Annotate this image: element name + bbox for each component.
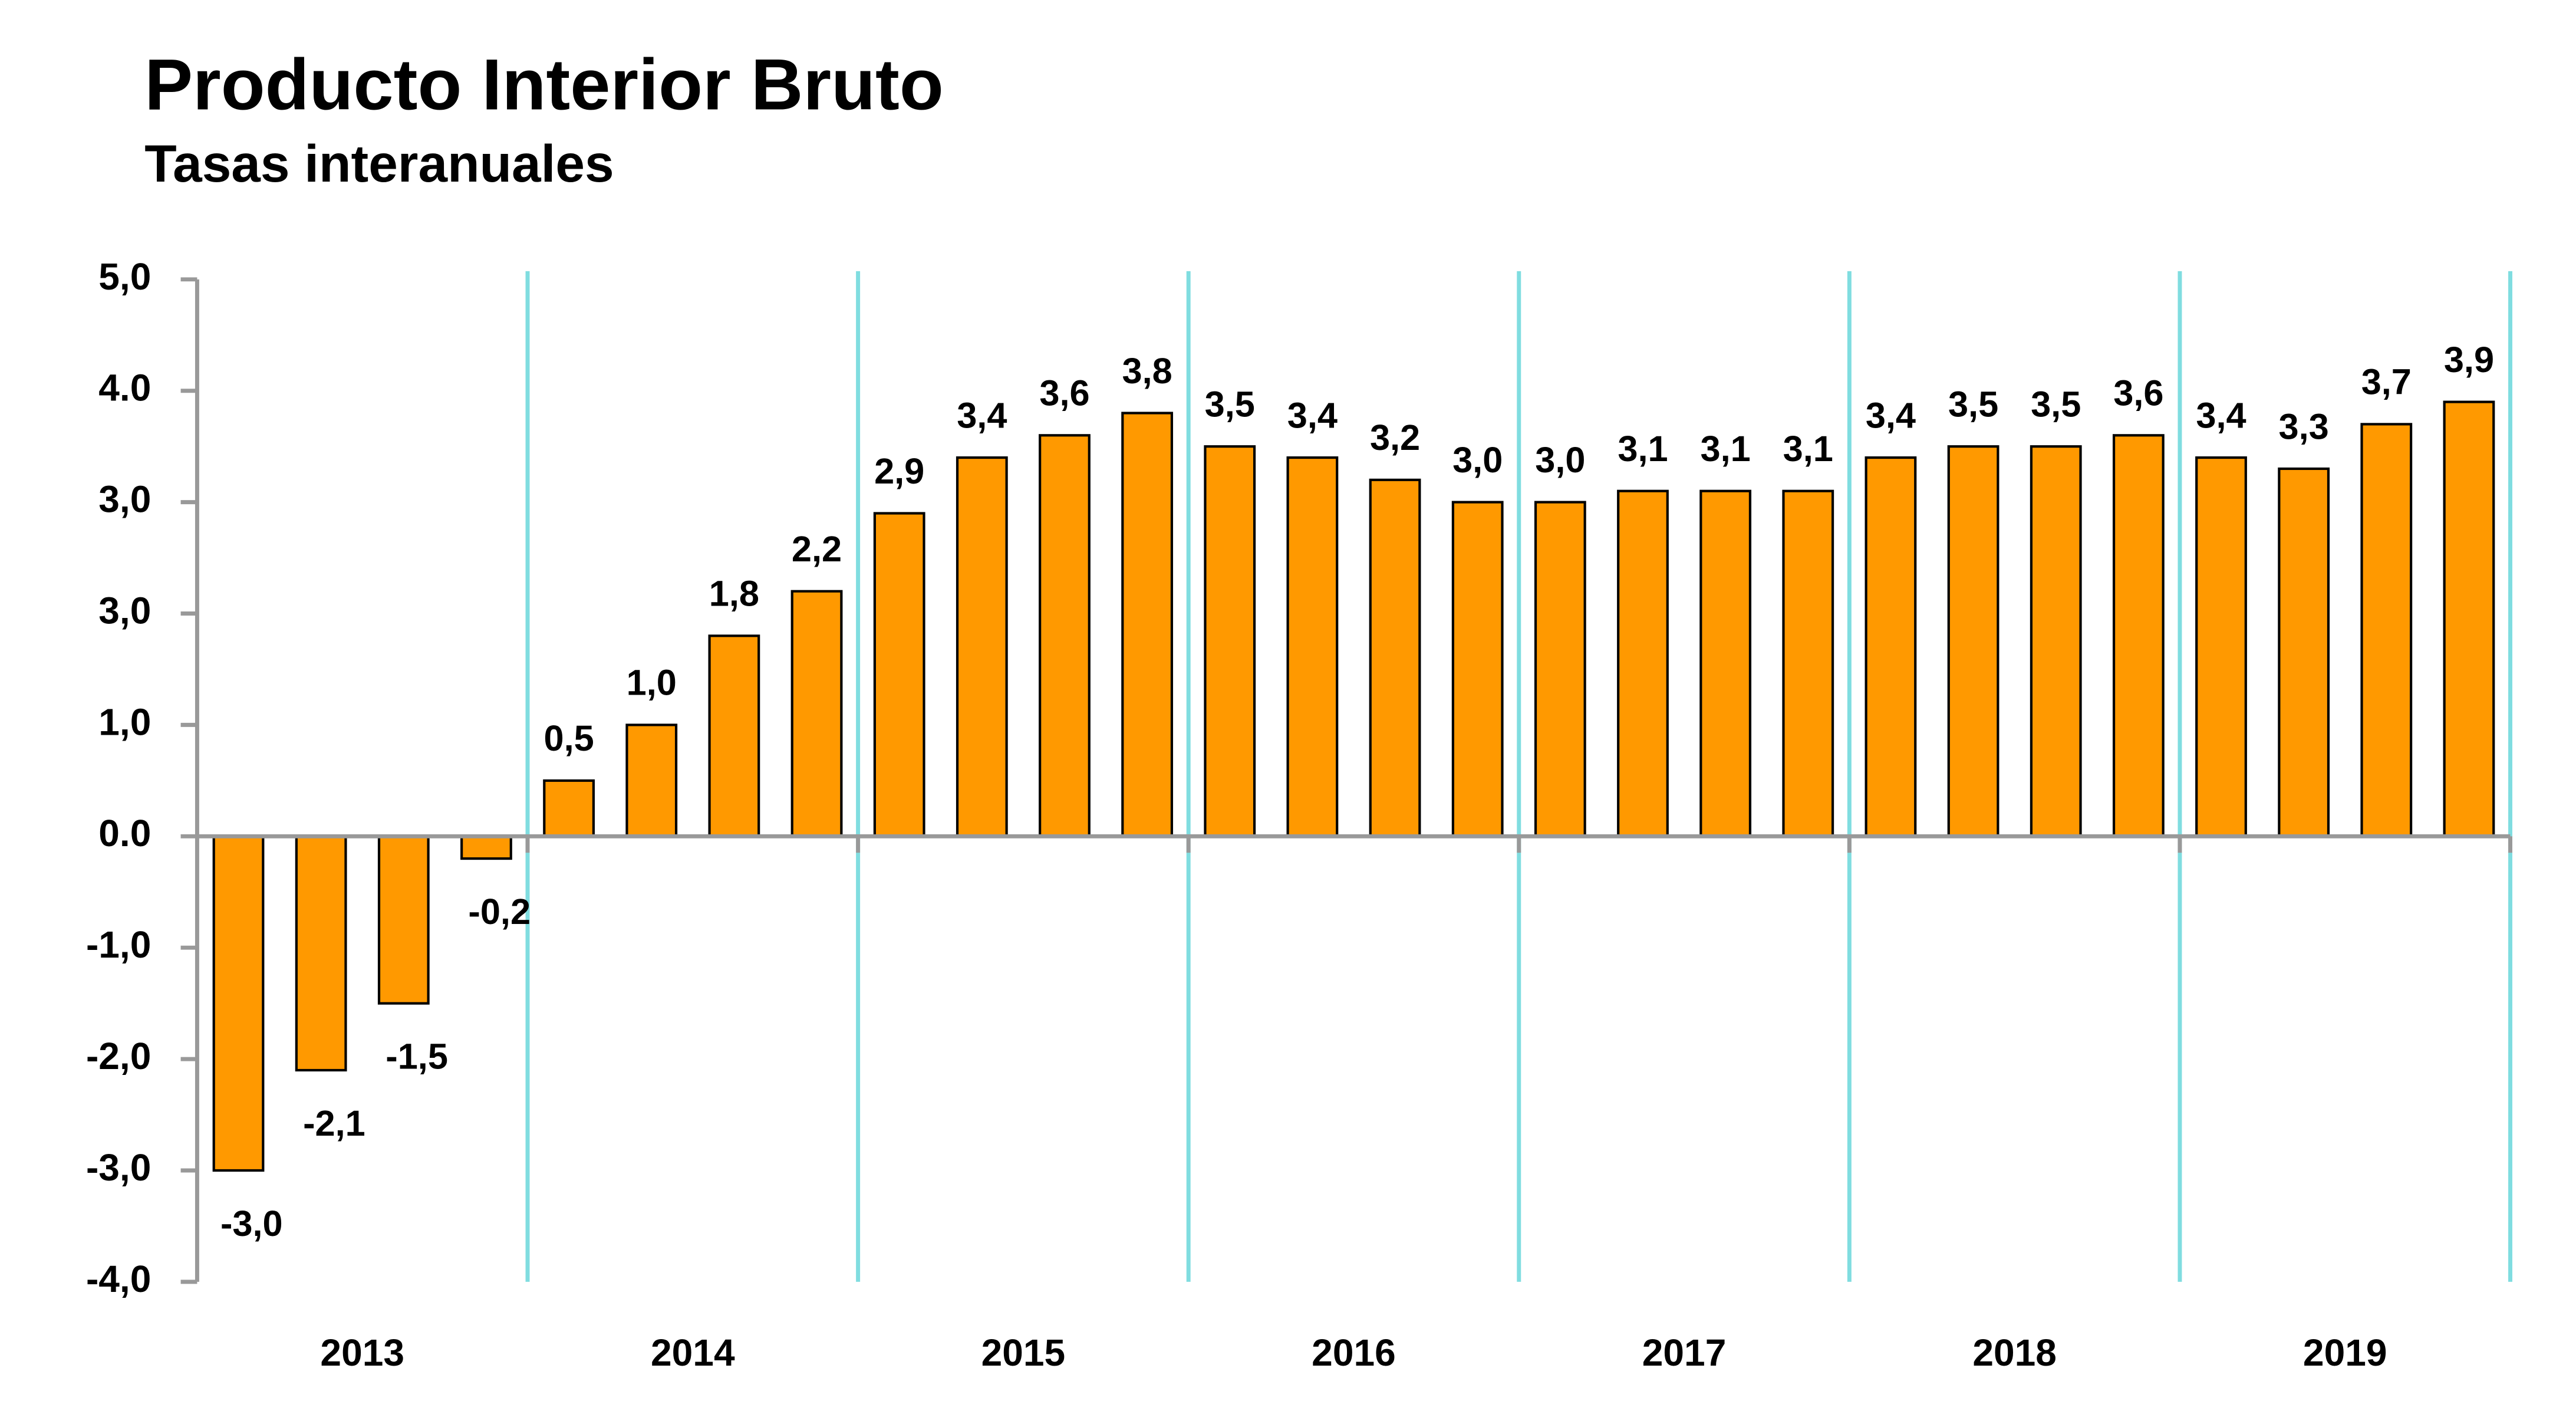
x-group-label: 2014 bbox=[651, 1331, 735, 1374]
value-label: 2,2 bbox=[792, 528, 842, 569]
value-label: 3,3 bbox=[2279, 406, 2329, 446]
bar bbox=[625, 723, 678, 838]
bar bbox=[377, 835, 430, 1005]
value-label: 3,4 bbox=[1287, 394, 1338, 435]
bar bbox=[460, 835, 512, 860]
y-tick-label: 4.0 bbox=[98, 367, 151, 409]
y-tick-label: 3,0 bbox=[98, 478, 151, 521]
bar bbox=[1204, 445, 1256, 838]
bar bbox=[1617, 489, 1669, 838]
bar bbox=[1451, 501, 1504, 838]
x-group-label: 2019 bbox=[2303, 1331, 2387, 1374]
value-label: 3,6 bbox=[2113, 373, 2163, 413]
value-label: 3,4 bbox=[957, 394, 1007, 435]
bar bbox=[708, 634, 760, 838]
value-label: -2,1 bbox=[303, 1103, 365, 1143]
value-label: 3,2 bbox=[1370, 417, 1420, 458]
bar bbox=[2112, 434, 2165, 838]
value-label: 1,0 bbox=[627, 662, 677, 703]
y-tick-label: 1,0 bbox=[98, 701, 151, 743]
bar bbox=[790, 590, 843, 838]
bar bbox=[956, 456, 1008, 838]
value-label: -3,0 bbox=[220, 1203, 283, 1244]
y-tick-label: 3,0 bbox=[98, 589, 151, 632]
bar bbox=[1369, 478, 1421, 838]
bar bbox=[543, 779, 595, 838]
x-group-label: 2018 bbox=[1972, 1331, 2057, 1374]
bar bbox=[1699, 489, 1752, 838]
value-label: 3,5 bbox=[2031, 383, 2081, 424]
y-tick-label: 0.0 bbox=[98, 812, 151, 854]
chart-subtitle: Tasas interanuales bbox=[144, 134, 614, 193]
value-label: 1,8 bbox=[709, 573, 759, 614]
value-label: 3,5 bbox=[1205, 383, 1255, 424]
value-label: 3,7 bbox=[2361, 361, 2412, 402]
value-label: 3,1 bbox=[1618, 428, 1668, 469]
bar bbox=[2360, 423, 2413, 838]
value-label: 3,5 bbox=[1948, 383, 1998, 424]
value-label: 3,6 bbox=[1039, 373, 1089, 413]
x-group-label: 2015 bbox=[981, 1331, 1066, 1374]
bar bbox=[2278, 467, 2330, 838]
x-group-label: 2013 bbox=[320, 1331, 404, 1374]
y-tick-label: -1,0 bbox=[86, 923, 151, 966]
value-label: 3,8 bbox=[1122, 350, 1172, 391]
bar bbox=[1782, 489, 1834, 838]
value-label: 3,0 bbox=[1535, 439, 1585, 480]
value-label: 2,9 bbox=[874, 450, 924, 491]
chart-title: Producto Interior Bruto bbox=[144, 44, 943, 125]
bar bbox=[1039, 434, 1091, 838]
y-tick-label: -2,0 bbox=[86, 1035, 151, 1077]
value-label: 3,0 bbox=[1452, 439, 1503, 480]
bar bbox=[1286, 456, 1339, 838]
value-label: 3,4 bbox=[1866, 394, 1916, 435]
y-tick-label: 5,0 bbox=[98, 255, 151, 298]
value-label: 3,1 bbox=[1701, 428, 1751, 469]
bar bbox=[2030, 445, 2082, 838]
value-label: 3,9 bbox=[2444, 339, 2494, 380]
bar bbox=[295, 835, 347, 1072]
x-group-label: 2016 bbox=[1312, 1331, 1396, 1374]
bar bbox=[1947, 445, 1999, 838]
bar bbox=[2443, 400, 2495, 838]
bar bbox=[1865, 456, 1917, 838]
value-label: 3,1 bbox=[1783, 428, 1833, 469]
x-group-label: 2017 bbox=[1642, 1331, 1727, 1374]
value-label: 0,5 bbox=[543, 718, 594, 758]
y-tick-label: -4,0 bbox=[86, 1258, 151, 1300]
value-label: -0,2 bbox=[468, 891, 531, 932]
bar bbox=[1121, 412, 1174, 838]
y-tick-label: -3,0 bbox=[86, 1146, 151, 1189]
bar bbox=[873, 512, 925, 838]
value-label: -1,5 bbox=[386, 1036, 448, 1077]
value-label: 3,4 bbox=[2196, 394, 2246, 435]
bar bbox=[212, 835, 265, 1172]
bar bbox=[1534, 501, 1586, 838]
bar bbox=[2195, 456, 2247, 838]
